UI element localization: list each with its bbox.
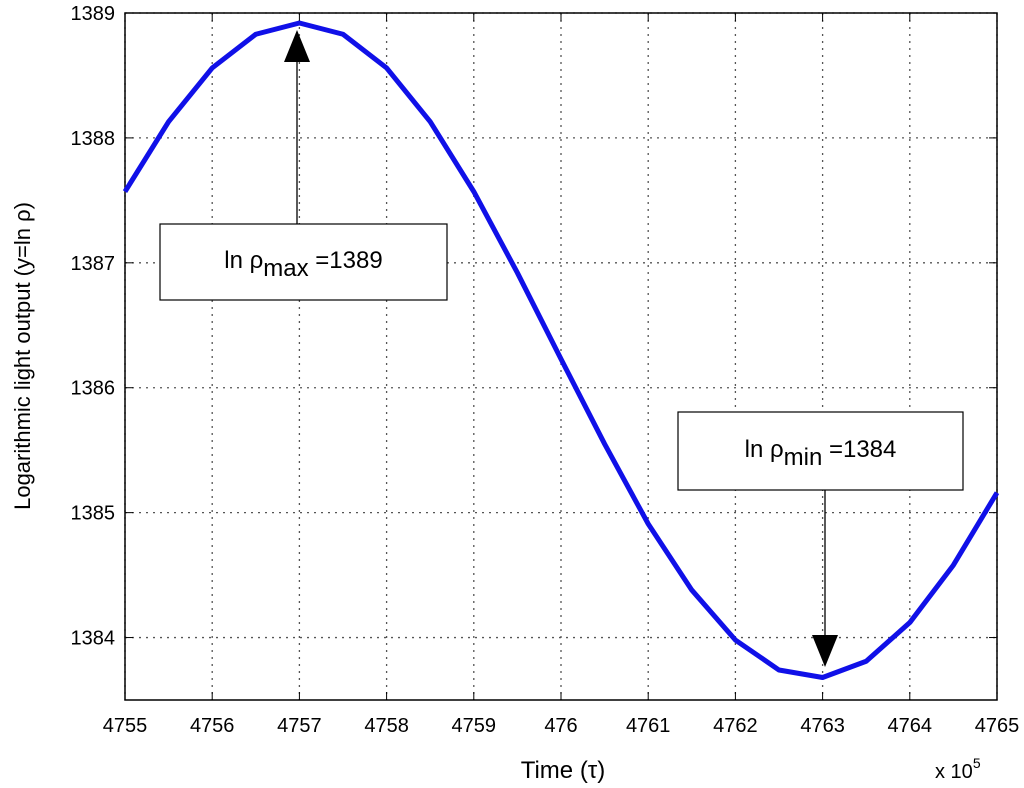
x-tick-label: 4761 [626, 715, 671, 737]
arrow-head [284, 30, 310, 62]
plot-frame [124, 12, 998, 701]
y-tick-label: 1384 [71, 628, 116, 650]
y-tick-label: 1387 [71, 253, 116, 275]
arrow-head [812, 635, 838, 667]
x-axis-label: Time (τ) [521, 757, 606, 784]
x-tick-label: 4758 [364, 715, 409, 737]
y-tick-label: 1389 [71, 3, 116, 25]
annotation-text: ln ρmin =1384 [745, 436, 897, 471]
annotation-box [159, 223, 448, 301]
x-tick-label: 4755 [103, 715, 148, 737]
annotation-suffix: =1389 [309, 247, 383, 274]
x-tick-label: 4762 [713, 715, 758, 737]
x-tick-label: 4756 [190, 715, 235, 737]
annotation-suffix: =1384 [822, 436, 896, 463]
x-multiplier: x 105 [935, 755, 981, 783]
x-tick-label: 4757 [277, 715, 322, 737]
y-tick-label: 1388 [71, 128, 116, 150]
y-tick-label: 1386 [71, 378, 116, 400]
x-tick-label: 4765 [975, 715, 1020, 737]
y-tick-label: 1385 [71, 503, 116, 525]
annotation-box [677, 411, 964, 491]
x-multiplier-base: x 10 [935, 761, 973, 783]
data-line [122, 20, 1000, 681]
x-multiplier-exponent: 5 [973, 755, 981, 771]
annotation-main: ln ρ [224, 247, 263, 274]
x-tick-label: 476 [544, 715, 577, 737]
annotation-subscript: max [263, 255, 308, 282]
x-tick-label: 4764 [888, 715, 933, 737]
x-tick-label: 4763 [800, 715, 845, 737]
annotation-text: ln ρmax =1389 [224, 247, 382, 282]
annotation-subscript: min [784, 444, 823, 471]
annotation-main: ln ρ [745, 436, 784, 463]
y-axis-label: Logarithmic light output (y=ln ρ) [10, 202, 35, 510]
x-tick-label: 4759 [452, 715, 497, 737]
